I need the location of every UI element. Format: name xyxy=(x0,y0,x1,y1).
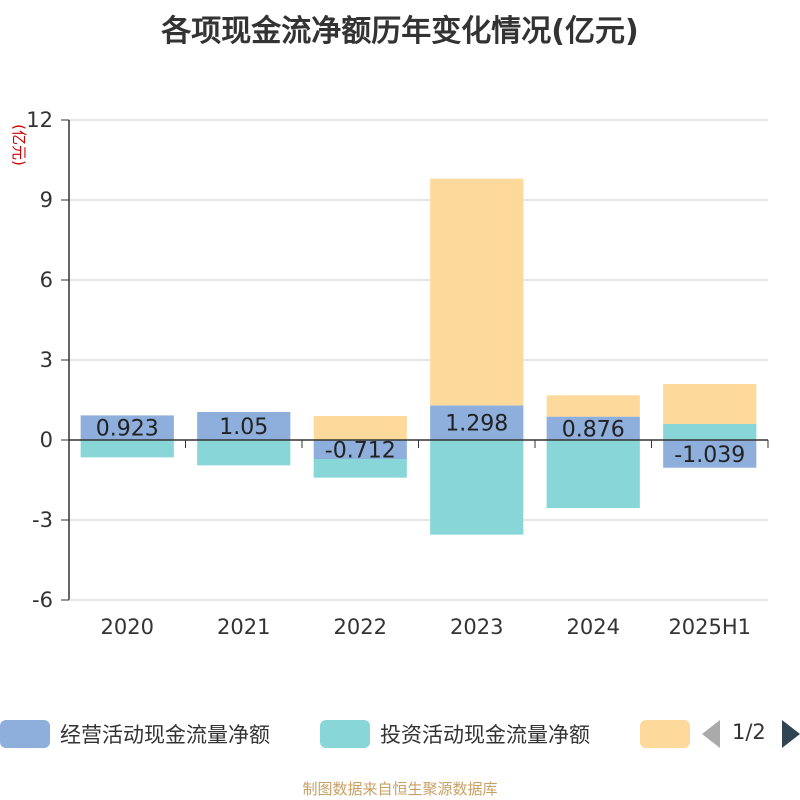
bar-series-2-2022 xyxy=(313,458,407,478)
x-tick-label: 2020 xyxy=(101,615,154,639)
legend-swatch xyxy=(0,720,50,748)
y-tick-label: -3 xyxy=(32,508,53,532)
bar-series-1-2021 xyxy=(197,412,291,440)
y-axis-label: (亿元) xyxy=(10,124,28,166)
bar-series-2-2020 xyxy=(80,440,174,458)
legend-next-page-icon[interactable] xyxy=(782,720,800,748)
x-tick-label: 2022 xyxy=(334,615,387,639)
legend-item-3[interactable] xyxy=(640,716,690,752)
y-tick-label: 3 xyxy=(40,348,53,372)
bar-series-1-2023 xyxy=(430,405,524,440)
legend-label: 投资活动现金流量净额 xyxy=(380,723,590,747)
y-tick-label: -6 xyxy=(32,588,53,612)
data-label: 1.298 xyxy=(445,412,508,437)
bar-series-2-2025H1 xyxy=(663,424,757,440)
y-tick-label: 9 xyxy=(40,188,53,212)
data-label: 0.876 xyxy=(562,417,625,442)
x-tick-label: 2024 xyxy=(567,615,620,639)
bar-series-3-2025H1 xyxy=(663,384,757,424)
legend-item-2[interactable]: 投资活动现金流量净额 xyxy=(320,716,590,752)
bar-series-3-2024 xyxy=(546,395,640,417)
legend-swatch xyxy=(320,720,370,748)
bar-series-2-2021 xyxy=(197,440,291,466)
bar-series-3-2023 xyxy=(430,178,524,406)
x-tick-label: 2021 xyxy=(217,615,270,639)
legend-prev-page-icon[interactable] xyxy=(702,720,720,748)
x-tick-label: 2023 xyxy=(450,615,503,639)
y-tick-label: 12 xyxy=(26,108,53,132)
bar-series-1-2020 xyxy=(80,415,174,440)
y-tick-label: 6 xyxy=(40,268,53,292)
bar-series-3-2022 xyxy=(313,416,407,440)
data-source-note: 制图数据来自恒生聚源数据库 xyxy=(302,780,498,798)
data-label: 0.923 xyxy=(96,417,159,442)
legend-page-indicator: 1/2 xyxy=(732,720,766,744)
chart-title: 各项现金流净额历年变化情况(亿元) xyxy=(161,14,639,49)
data-label: -0.712 xyxy=(325,438,396,463)
legend-item-1[interactable]: 经营活动现金流量净额 xyxy=(0,716,270,752)
y-tick-label: 0 xyxy=(40,428,53,452)
legend: 经营活动现金流量净额 投资活动现金流量净额 1/2 xyxy=(0,716,800,752)
bar-series-1-2025H1 xyxy=(663,440,757,468)
bar-series-2-2023 xyxy=(430,440,524,535)
x-tick-label: 2025H1 xyxy=(668,615,751,639)
bar-series-2-2024 xyxy=(546,440,640,508)
data-label: 1.05 xyxy=(219,415,268,440)
cashflow-bar-chart: 12 9 6 3 0 -3 -6 (亿元) 2020 2021 2022 2023 2024 2025H1… xyxy=(10,108,769,639)
legend-label: 经营活动现金流量净额 xyxy=(60,723,270,747)
legend-swatch xyxy=(640,720,690,748)
bar-series-1-2022 xyxy=(313,440,407,459)
bar-series-1-2024 xyxy=(546,416,640,440)
data-label: -1.039 xyxy=(674,443,745,468)
